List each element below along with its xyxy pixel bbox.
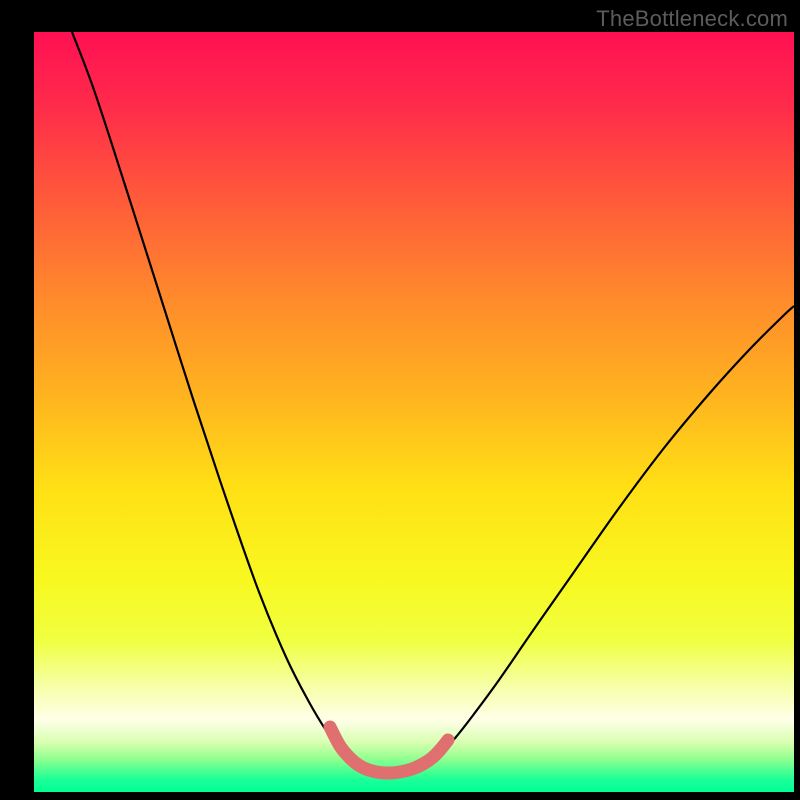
watermark-text: TheBottleneck.com	[596, 6, 788, 32]
bottleneck-curve	[72, 32, 794, 772]
curve-layer	[34, 32, 794, 792]
plot-area	[34, 32, 794, 792]
curve-floor-highlight	[330, 727, 448, 773]
